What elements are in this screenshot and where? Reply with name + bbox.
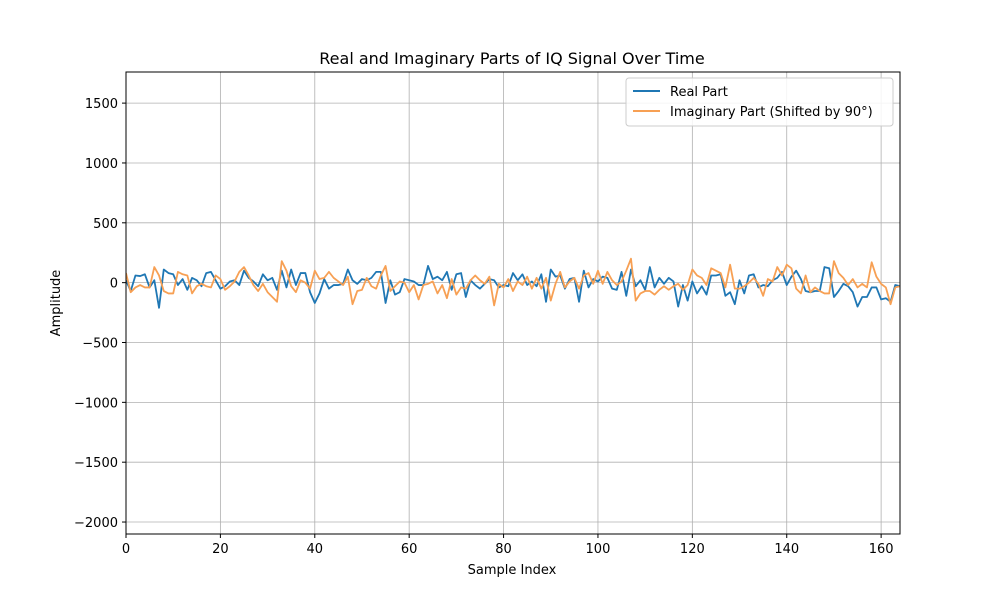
- series-group: [126, 257, 900, 309]
- x-axis: 0 20 40 60 80 100 120 140 160: [122, 534, 894, 557]
- chart-title: Real and Imaginary Parts of IQ Signal Ov…: [319, 49, 704, 68]
- y-tick-label: −2000: [74, 516, 118, 531]
- x-tick-label: 60: [401, 542, 418, 557]
- y-tick-label: −1000: [74, 396, 118, 411]
- x-tick-label: 100: [586, 542, 611, 557]
- x-tick-label: 40: [307, 542, 324, 557]
- y-axis-label: Amplitude: [49, 270, 64, 337]
- legend: Real Part Imaginary Part (Shifted by 90°…: [625, 77, 894, 127]
- x-axis-label: Sample Index: [468, 563, 557, 578]
- y-tick-label: 1500: [85, 97, 118, 112]
- x-tick-label: 20: [212, 542, 229, 557]
- x-tick-label: 120: [680, 542, 705, 557]
- legend-label-imaginary: Imaginary Part (Shifted by 90°): [670, 105, 873, 120]
- x-tick-label: 0: [122, 542, 130, 557]
- y-tick-label: 500: [93, 217, 118, 232]
- y-tick-label: 0: [110, 277, 118, 292]
- x-tick-label: 160: [869, 542, 894, 557]
- legend-label-real: Real Part: [670, 85, 728, 100]
- x-tick-label: 140: [774, 542, 799, 557]
- plot-frame: [125, 71, 901, 535]
- y-tick-label: −500: [82, 336, 118, 351]
- grid: [125, 72, 900, 534]
- series-line-imaginary: [126, 257, 900, 307]
- y-axis: −2000 −1500 −1000 −500 0 500 1000 1500: [74, 97, 126, 531]
- series-line-real: [126, 264, 900, 309]
- y-tick-label: −1500: [74, 456, 118, 471]
- y-tick-label: 1000: [85, 157, 118, 172]
- legend-box: [625, 77, 894, 127]
- x-tick-label: 80: [495, 542, 512, 557]
